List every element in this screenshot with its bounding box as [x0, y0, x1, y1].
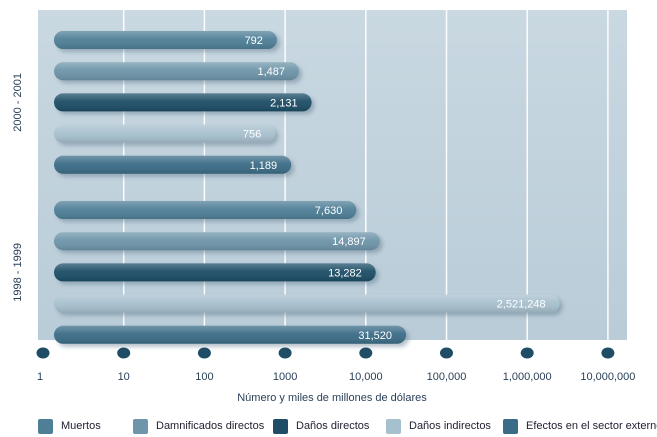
bar: 2,521,248	[54, 294, 560, 313]
axis-tick-dot	[359, 347, 373, 359]
legend-label: Muertos	[61, 420, 101, 432]
x-tick-label: 10,000	[349, 371, 383, 383]
axis-tick-dot	[278, 347, 292, 359]
legend-swatch	[503, 418, 518, 434]
legend-label: Daños indirectos	[409, 420, 491, 432]
x-tick-label: 1,000,000	[503, 371, 552, 383]
bar-highlight	[54, 62, 300, 81]
bar-highlight	[54, 201, 357, 219]
bar-highlight	[54, 294, 560, 313]
group-label: 2000 - 2001	[12, 73, 24, 132]
bar-highlight	[54, 93, 312, 112]
bar: 31,520	[54, 325, 407, 344]
axis-tick-dot	[601, 347, 615, 359]
bar-value-label: 1,487	[257, 66, 285, 78]
x-axis: 1 10 100 1000 10,000 100,000 1,000,000 10,000,0…	[36, 347, 635, 383]
bar-value-label: 13,282	[328, 267, 362, 279]
x-tick-label: 1	[37, 371, 43, 383]
legend-swatch	[273, 418, 288, 434]
legend-item: Damnificados directos	[133, 417, 264, 435]
x-tick-label: 100	[195, 371, 213, 383]
bar-value-label: 14,897	[332, 236, 366, 248]
bar-value-label: 2,131	[270, 97, 298, 109]
bar-value-label: 756	[243, 129, 261, 141]
legend-item: Muertos	[38, 417, 101, 435]
legend-label: Efectos en el sector externo	[526, 420, 657, 432]
x-tick-label: 10,000,000	[580, 371, 635, 383]
legend-item: Daños indirectos	[386, 417, 491, 435]
bars: 792 1,487 2,131 756 1,189 2000 - 2001 7,630 14,…	[12, 31, 560, 344]
bar: 1,487	[54, 62, 300, 81]
bar-highlight	[54, 232, 380, 251]
legend: Muertos Damnificados directos Daños direct…	[38, 417, 657, 437]
bar: 13,282	[54, 263, 376, 282]
legend-item: Daños directos	[273, 417, 369, 435]
bar: 756	[54, 124, 276, 143]
legend-swatch	[386, 418, 401, 434]
bar: 7,630	[54, 201, 357, 219]
legend-item: Efectos en el sector externo	[503, 417, 657, 435]
bar-value-label: 2,521,248	[497, 299, 546, 311]
axis-tick-dot	[36, 347, 50, 359]
x-tick-label: 1000	[273, 371, 297, 383]
bar-value-label: 7,630	[315, 205, 343, 217]
legend-label: Damnificados directos	[156, 420, 265, 432]
x-tick-label: 100,000	[427, 371, 467, 383]
x-axis-label: Número y miles de millones de dólares	[237, 392, 427, 404]
plot-background	[38, 10, 627, 340]
bar-highlight	[54, 325, 407, 344]
legend-swatch	[133, 418, 148, 434]
axis-tick-dot	[197, 347, 211, 359]
legend-label: Daños directos	[296, 420, 370, 432]
group-label: 1998 - 1999	[12, 243, 24, 302]
bar-highlight	[54, 31, 277, 49]
bar-value-label: 31,520	[358, 330, 392, 342]
bar: 1,189	[54, 155, 292, 174]
axis-tick-dot	[520, 347, 534, 359]
axis-tick-dot	[117, 347, 131, 359]
bar: 792	[54, 31, 277, 49]
bar-value-label: 1,189	[250, 160, 278, 172]
bar-highlight	[54, 124, 276, 143]
x-tick-label: 10	[118, 371, 130, 383]
bar-highlight	[54, 263, 376, 282]
bar-value-label: 792	[245, 35, 263, 47]
axis-tick-dot	[440, 347, 453, 359]
bar-highlight	[54, 155, 292, 174]
legend-swatch	[38, 418, 53, 434]
bar: 2,131	[54, 93, 312, 112]
bar: 14,897	[54, 232, 380, 251]
